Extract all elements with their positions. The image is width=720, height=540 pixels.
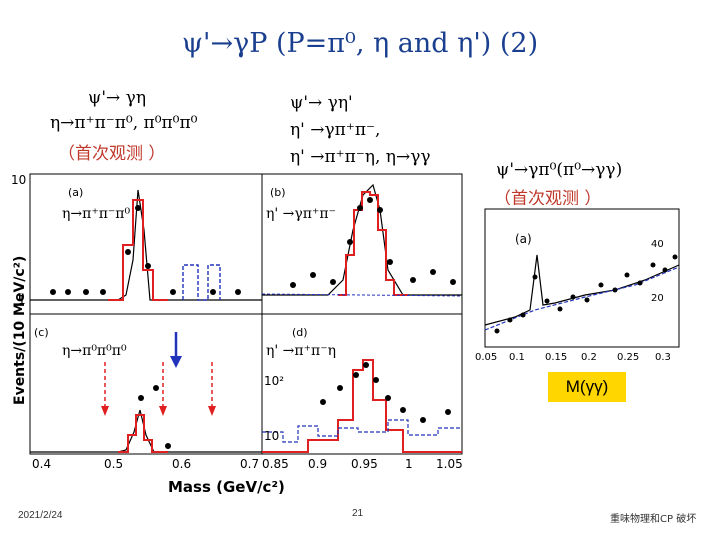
mc-hist-b [338, 191, 408, 296]
y-axis-title: Events/(10 MeV/c²) [12, 256, 28, 405]
pi0-mass-figure: (a) 40 20 0.05 0.1 0.15 0.2 0.25 0.3 [475, 205, 687, 370]
tick-y-top-1: 1 [18, 293, 26, 307]
label-eta-3pi-neutral: η→π⁰π⁰π⁰ [60, 343, 129, 359]
right-x-tick-2: 0.15 [545, 352, 567, 363]
tick-x-right-2: 0.95 [351, 457, 378, 471]
panel-a-plot [30, 189, 262, 301]
right-x-tick-1: 0.1 [509, 352, 525, 363]
tick-x-left-0: 0.4 [32, 457, 51, 471]
etaprime-mode-1: η' →γπ⁺π⁻, [290, 120, 381, 140]
tick-y-top-0: 10 [11, 173, 26, 187]
tick-x-left-1: 0.5 [104, 457, 123, 471]
panel-b-plot [261, 183, 463, 297]
panel-tag-a: (a) [68, 186, 83, 199]
eta-mass-figure: 10 1 10² 10 0.4 0.5 0.6 0.7 0.85 0.9 0.9… [8, 170, 470, 500]
slide-title: ψ'→γP (P=π⁰, η and η') (2) [181, 28, 539, 59]
label-etaprime-gpipi: η' →γπ⁺π⁻ [264, 206, 338, 222]
data-points-d [320, 362, 451, 423]
tick-labels: 10 1 10² 10 0.4 0.5 0.6 0.7 0.85 0.9 0.9… [11, 173, 463, 471]
bkg-hist-a [182, 264, 221, 301]
tick-x-left-3: 0.7 [240, 457, 259, 471]
first-observation-left: （首次观测 ） [58, 144, 166, 164]
data-points-b [290, 197, 456, 288]
right-x-tick-4: 0.25 [617, 352, 639, 363]
tick-y-bottom-1: 10 [264, 429, 279, 443]
bkg-hist-d [262, 419, 462, 443]
right-panel-frame [484, 208, 680, 348]
panel-tag-b: (b) [270, 186, 286, 199]
fit-curve-b [262, 183, 462, 296]
panel-c-plot [30, 332, 262, 453]
decay-psi-gamma-eta: ψ'→ γη [88, 88, 146, 108]
right-panel-tag: (a) [515, 232, 532, 246]
data-points-c [138, 385, 171, 449]
footer-course-title: 重味物理和CP 破坏 [610, 514, 697, 525]
mgg-label: M(γγ) [548, 372, 626, 402]
pi0-mass-figure-svg: (a) 40 20 0.05 0.1 0.15 0.2 0.25 0.3 [475, 205, 687, 370]
first-observation-right: （首次观测 ） [494, 189, 602, 209]
right-y-tick-0: 40 [651, 239, 664, 250]
etaprime-mode-2: η' →π⁺π⁻η, η→γγ [290, 147, 431, 167]
footer-page-number: 21 [352, 508, 364, 519]
mc-hist-c [118, 414, 168, 453]
panel-tag-d: (d) [292, 326, 308, 339]
x-axis-title: Mass (GeV/c²) [168, 478, 285, 496]
right-y-tick-1: 20 [651, 293, 664, 304]
panel-d-frame [261, 313, 463, 455]
bkg-curve-right [484, 266, 680, 331]
panel-a-frame [29, 173, 263, 315]
right-x-tick-5: 0.3 [655, 352, 671, 363]
tick-x-right-3: 1 [405, 457, 413, 471]
mc-hist-a [108, 199, 168, 301]
tick-y-bottom-0: 10² [264, 374, 284, 388]
tick-x-left-2: 0.6 [172, 457, 191, 471]
panel-tag-c: (c) [34, 326, 49, 339]
footer-date: 2021/2/24 [18, 510, 63, 521]
eta-decay-modes: η→π⁺π⁻π⁰, π⁰π⁰π⁰ [50, 113, 198, 133]
data-points-a [50, 205, 241, 295]
tick-x-right-1: 0.9 [308, 457, 327, 471]
eta-mass-figure-svg: 10 1 10² 10 0.4 0.5 0.6 0.7 0.85 0.9 0.9… [11, 173, 463, 496]
tick-x-right-4: 1.05 [436, 457, 463, 471]
right-x-tick-3: 0.2 [581, 352, 597, 363]
tick-x-right-0: 0.85 [262, 457, 289, 471]
decay-psi-gamma-etaprime: ψ'→ γη' [290, 93, 353, 113]
label-eta-3pi-charged: η→π⁺π⁻π⁰ [60, 206, 133, 222]
decay-psi-gamma-pi0: ψ'→γπ⁰(π⁰→γγ) [496, 160, 623, 180]
bkg-line-b [261, 293, 463, 297]
right-x-tick-0: 0.05 [475, 352, 497, 363]
label-etaprime-pipieta: η' →π⁺π⁻η [264, 343, 338, 359]
panel-d-plot [262, 359, 462, 453]
data-points-right [494, 254, 678, 334]
